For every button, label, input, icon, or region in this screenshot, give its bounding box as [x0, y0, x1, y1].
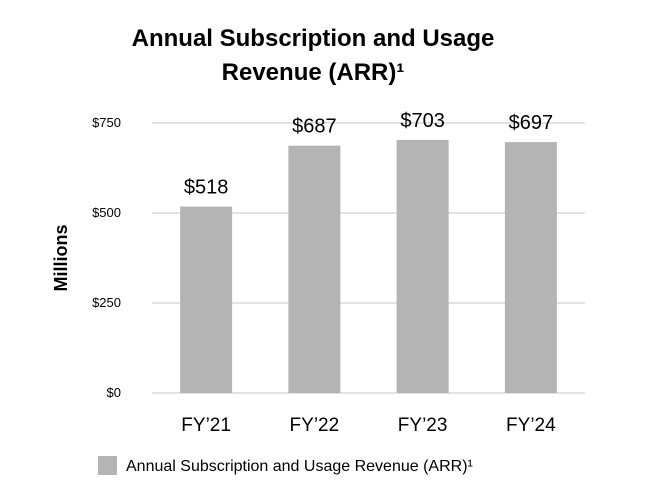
y-tick-label: $250 [92, 295, 121, 310]
bar [396, 139, 449, 393]
x-tick-label: FY’24 [506, 415, 556, 436]
x-tick-label: FY’21 [181, 415, 231, 436]
x-tick-label: FY’22 [290, 415, 340, 436]
chart-title-line-2: Revenue (ARR)¹ [222, 59, 405, 86]
legend-swatch [98, 456, 117, 475]
legend: Annual Subscription and Usage Revenue (A… [98, 456, 473, 475]
data-label: $518 [184, 177, 229, 199]
bar [288, 145, 341, 393]
y-tick-label: $750 [92, 115, 121, 130]
y-tick-label: $0 [107, 385, 121, 400]
chart-title-line-1: Annual Subscription and Usage [132, 25, 495, 52]
data-label: $697 [509, 112, 554, 134]
legend-label: Annual Subscription and Usage Revenue (A… [126, 458, 473, 475]
data-label: $687 [292, 116, 337, 138]
x-tick-label: FY’23 [398, 415, 448, 436]
y-axis-ticks: $0 $250 $500 $750 [92, 115, 121, 400]
x-axis-ticks: FY’21 FY’22 FY’23 FY’24 [181, 415, 556, 436]
data-labels: $518 $687 $703 $697 [184, 110, 553, 199]
y-axis-label: Millions [51, 225, 71, 292]
data-label: $703 [400, 110, 445, 132]
bar [180, 206, 233, 393]
y-tick-label: $500 [92, 205, 121, 220]
bars [180, 139, 557, 393]
bar [504, 142, 557, 393]
